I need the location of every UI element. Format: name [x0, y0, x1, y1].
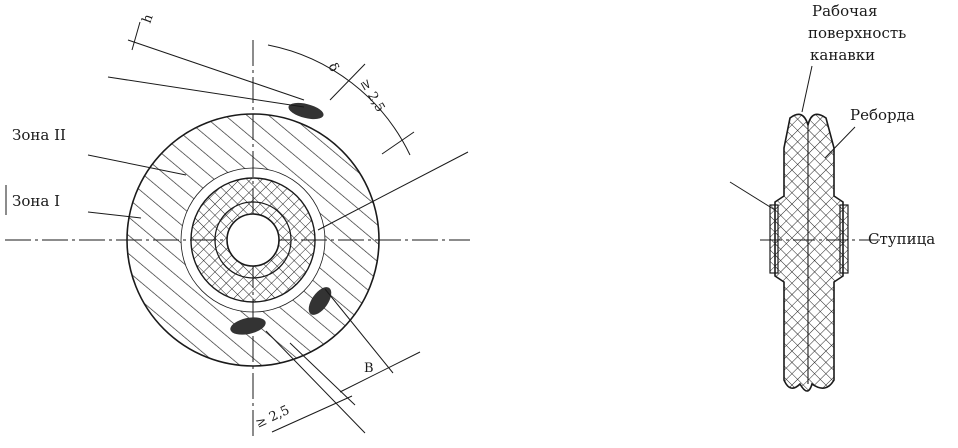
zone-2-label: Зона II	[12, 126, 66, 144]
hub-outline	[190, 177, 316, 303]
dim-b-line	[339, 351, 421, 393]
dim-h-leader	[107, 76, 305, 108]
front-view: h δ ≥ 2,5 Зона II Зона I B ≥ 2,5	[5, 12, 470, 440]
dim-h-extension	[127, 39, 305, 101]
dim-b-right-ext	[324, 288, 394, 374]
working-surface-leader	[801, 65, 813, 113]
label-working-surface-3: канавки	[810, 46, 875, 64]
hub-band-right	[839, 204, 849, 274]
dim-top-roughness-text: ≥ 2,5	[357, 77, 388, 115]
dim-bottom-roughness-line	[271, 395, 353, 433]
outer-rim	[126, 113, 380, 367]
flange-leader	[824, 126, 856, 159]
hub-bore-ring	[214, 201, 292, 279]
wear-spot-top	[288, 102, 324, 120]
dim-h-line	[131, 21, 141, 51]
hub-bore	[226, 213, 280, 267]
dim-b-left-ext	[289, 342, 356, 406]
dim-bottom-roughness-text: ≥ 2,5	[253, 403, 292, 432]
dim-h-text: h	[140, 12, 157, 26]
hub-leader	[317, 151, 469, 231]
label-hub: Ступица	[868, 230, 935, 248]
zone-1-label: Зона I	[12, 192, 60, 210]
hub-band-left	[769, 204, 779, 274]
label-working-surface-2: поверхность	[808, 24, 906, 42]
dim-delta-text: δ	[325, 61, 342, 75]
zone-2-leader	[87, 154, 187, 176]
dim-bottom-leader	[265, 330, 366, 434]
dim-roughness-tick	[381, 131, 415, 155]
wear-spot-bottom-right	[308, 287, 332, 315]
wear-spot-bottom-left	[230, 317, 266, 335]
side-left-leader	[729, 181, 776, 211]
dim-b-text: B	[364, 361, 374, 376]
label-working-surface-1: Рабочая	[812, 2, 877, 20]
zone-1-leader	[87, 211, 142, 219]
side-view: Рабочая поверхность канавки Реборда Ступ…	[729, 2, 935, 392]
dim-arc-top	[267, 44, 411, 156]
inner-rim-boundary	[180, 167, 326, 313]
dim-delta-tick	[329, 63, 366, 101]
pulley-profile	[774, 113, 844, 392]
label-flange: Реборда	[850, 106, 915, 124]
